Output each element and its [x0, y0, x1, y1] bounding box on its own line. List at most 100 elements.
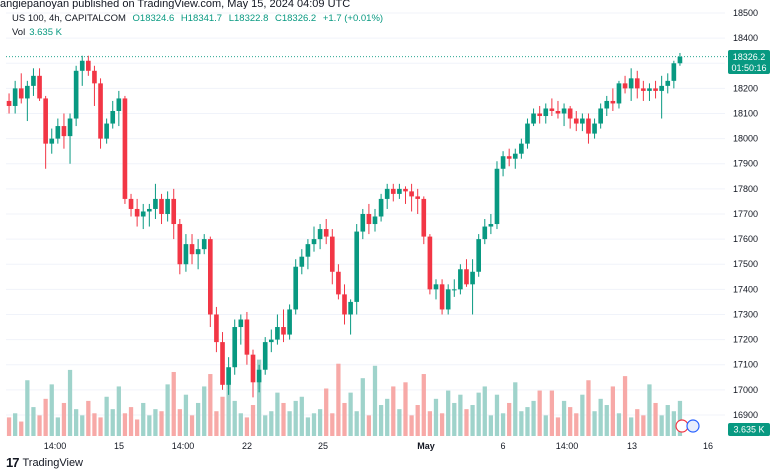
ohlc-low: L18322.8: [228, 13, 269, 24]
candle-body: [512, 153, 518, 159]
candle-body: [92, 70, 97, 84]
volume-bar: [641, 415, 646, 436]
candle-body: [378, 198, 384, 217]
volume-bar: [317, 409, 323, 436]
volume-bar: [19, 421, 24, 436]
candle: [537, 105, 542, 124]
candle: [348, 299, 353, 335]
candle: [360, 208, 366, 240]
candle-body: [445, 289, 451, 310]
time-tick-label: 14:00: [556, 441, 579, 451]
candle: [31, 68, 36, 96]
volume-legend[interactable]: Vol 3.635 K: [12, 27, 62, 38]
volume-bar: [74, 409, 79, 436]
candle: [220, 332, 225, 390]
candle: [61, 113, 67, 149]
candle-body: [262, 342, 268, 370]
candle: [140, 203, 146, 230]
candle-body: [647, 88, 652, 91]
candle-body: [397, 188, 402, 194]
ohlc-close: C18326.2: [275, 13, 317, 24]
volume-bar: [439, 413, 445, 436]
price-tick-label: 17400: [733, 284, 758, 294]
candle-body: [549, 108, 555, 111]
candle: [580, 113, 585, 132]
candle: [268, 329, 274, 353]
candle-body: [390, 188, 396, 194]
candle: [67, 113, 73, 164]
volume-bar: [311, 413, 317, 436]
volume-bar: [580, 394, 585, 436]
candle-body: [18, 88, 24, 99]
candle: [244, 311, 250, 365]
price-tick-label: 18200: [733, 83, 758, 93]
candle-body: [451, 289, 457, 291]
volume-bar: [360, 378, 365, 436]
candle: [598, 103, 603, 129]
candle: [275, 314, 280, 345]
volume-bar: [537, 390, 542, 436]
time-axis[interactable]: 14:00 15 14:00 22 25 May 6 14:00 13 16: [44, 441, 713, 451]
candle-body: [372, 216, 378, 225]
volume-bar: [98, 417, 103, 436]
candle: [98, 78, 103, 149]
volume-bar: [299, 396, 304, 436]
volume-bar: [476, 392, 481, 436]
candle: [494, 161, 500, 230]
volume-bar: [134, 419, 140, 436]
candle-body: [500, 156, 506, 169]
volume-bar: [147, 415, 152, 436]
candle-body: [476, 239, 481, 272]
volume-bar: [543, 415, 548, 436]
candle-body: [360, 213, 366, 232]
event-icons[interactable]: [675, 419, 700, 433]
candle: [427, 234, 433, 295]
candle: [342, 284, 347, 325]
volume-bar: [13, 413, 18, 436]
candle: [531, 108, 536, 127]
candle: [464, 259, 469, 287]
symbol-header[interactable]: US 100, 4h, CAPITALCOM O18324.6 H18341.7…: [12, 13, 387, 24]
volume-bar: [677, 400, 683, 436]
candle-body: [73, 70, 79, 119]
candle-body: [592, 123, 597, 134]
candle: [256, 364, 262, 393]
candle-body: [555, 110, 561, 114]
candle: [476, 234, 481, 277]
candle: [122, 95, 128, 204]
candle-body: [366, 213, 372, 225]
volume-tag: 3.635 K: [728, 423, 770, 436]
volume-bar: [671, 411, 676, 436]
earnings-event-icon[interactable]: [675, 419, 689, 433]
candle-body: [543, 108, 549, 117]
symbol-title[interactable]: US 100, 4h, CAPITALCOM: [12, 13, 126, 24]
volume-bar: [421, 374, 426, 436]
candle: [403, 186, 408, 204]
volume-bar: [488, 415, 494, 436]
candle-body: [31, 75, 36, 86]
candle-body: [6, 100, 12, 106]
volume-bar: [86, 400, 91, 436]
ohlc-high: H18341.7: [180, 13, 223, 24]
volume-bar: [49, 384, 54, 436]
candle: [671, 60, 677, 89]
candle: [134, 198, 140, 227]
price-tick-label: 17900: [733, 159, 758, 169]
time-tick-label: 14:00: [44, 441, 67, 451]
candle: [55, 118, 61, 144]
candle: [610, 88, 616, 111]
candle: [159, 193, 164, 225]
flag-event-icon[interactable]: [686, 419, 700, 433]
candle-body: [201, 239, 207, 250]
volume-bar: [616, 413, 622, 436]
price-tick-label: 17100: [733, 360, 758, 370]
candle-body: [104, 123, 109, 139]
candle: [378, 193, 384, 222]
tradingview-footer[interactable]: 17 TradingView: [6, 455, 83, 470]
volume-bar: [232, 400, 237, 436]
volume-bar: [55, 417, 60, 436]
candle: [397, 183, 402, 199]
volume-bar: [494, 394, 500, 436]
candle-body: [415, 196, 421, 199]
